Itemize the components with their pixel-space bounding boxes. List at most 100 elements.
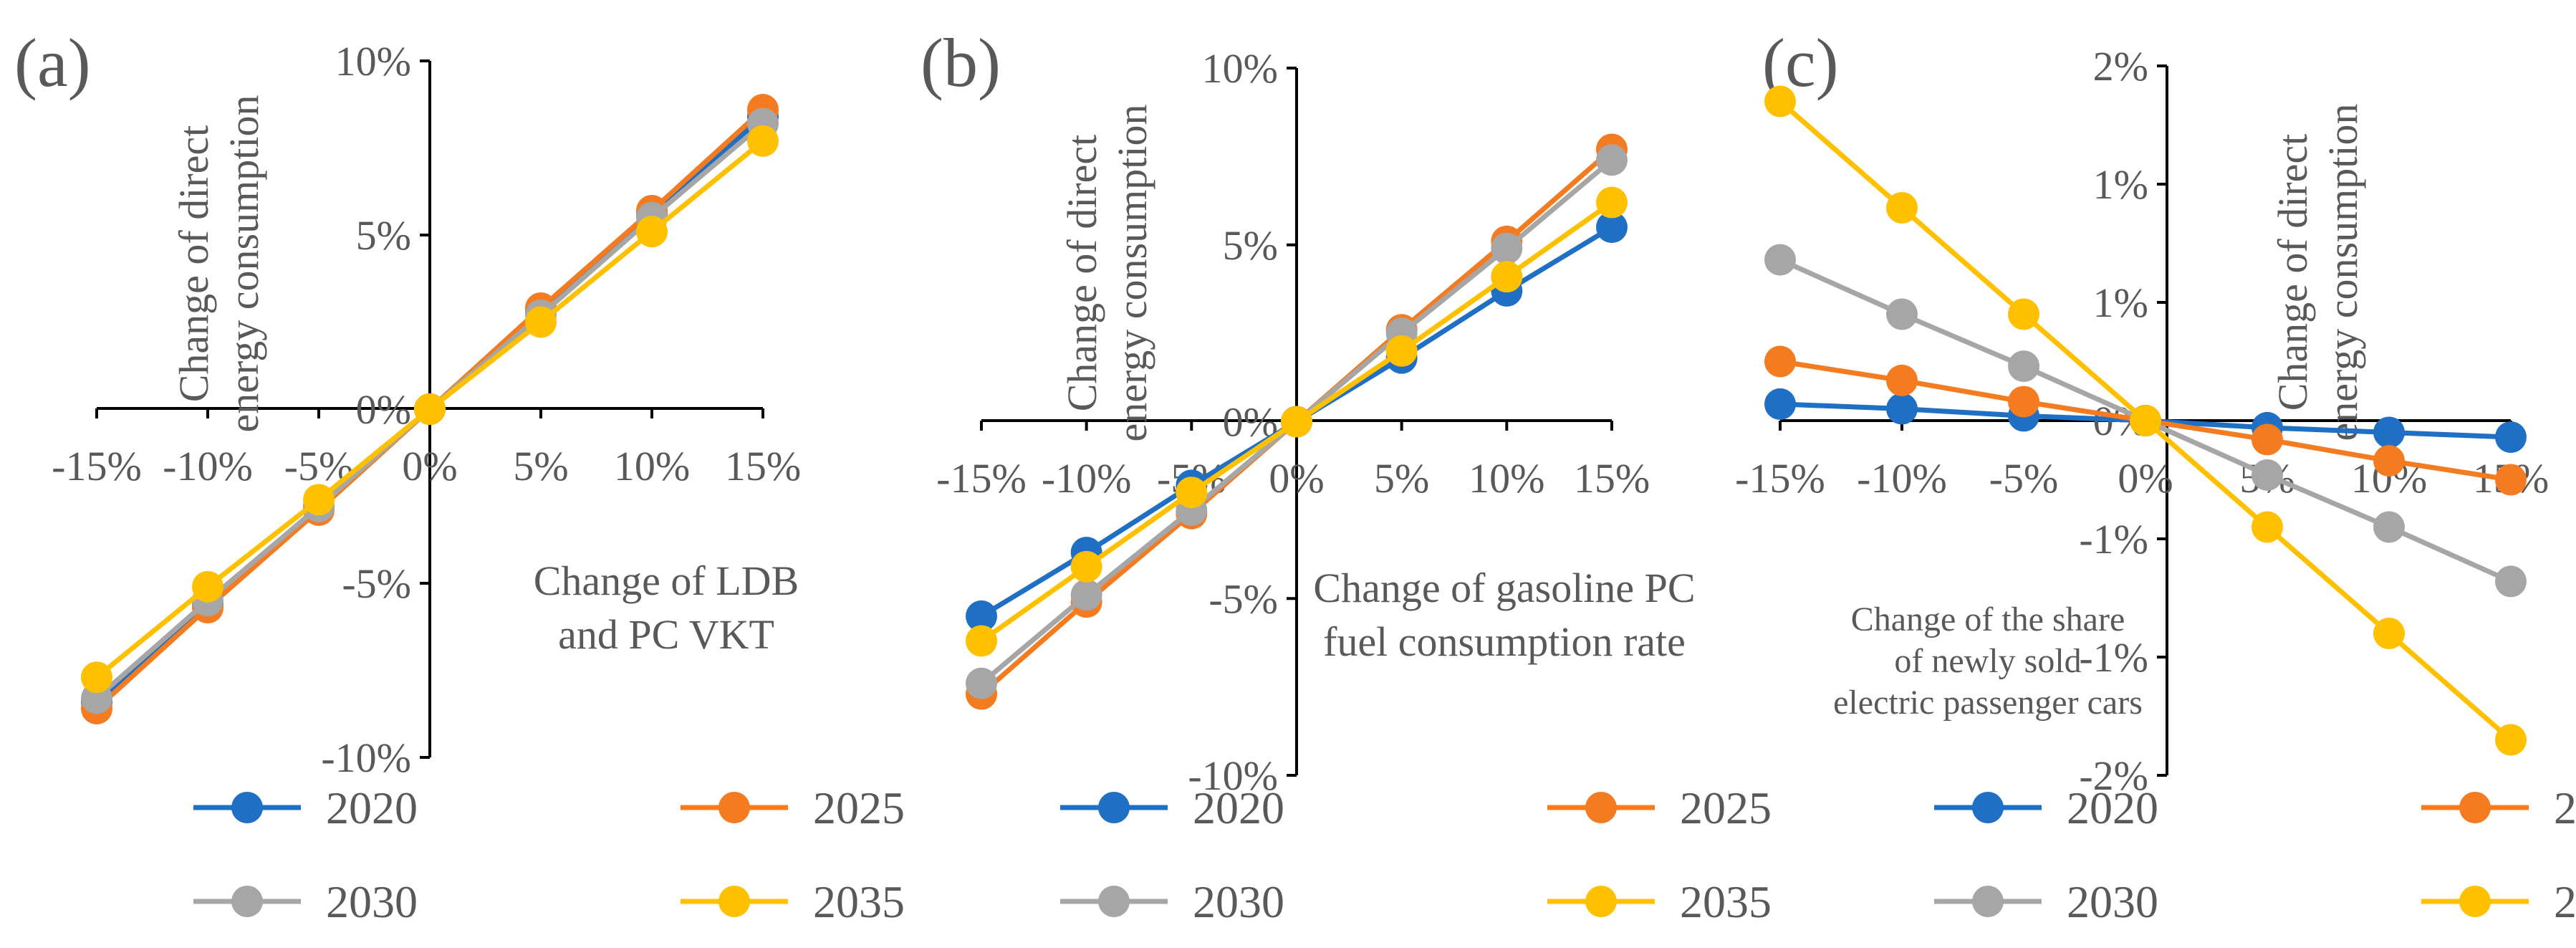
panel-c: (c)-15%-10%-5%0%5%10%15%-2%-1%-1%0%1%1%2… <box>1735 24 2576 927</box>
data-point-2025 <box>1764 345 1796 378</box>
legend-swatch-marker <box>719 886 750 917</box>
data-point-2020 <box>1764 388 1796 420</box>
panel-a: (a)-15% -10% -5% 0% 5% 10% 15%-10%-5%0%5%10%Ch… <box>14 24 905 927</box>
data-point-2020 <box>966 600 997 632</box>
y-tick-label: 1% <box>2093 161 2148 208</box>
legend-label: 2020 <box>326 782 418 833</box>
series-2035 <box>1764 85 2527 756</box>
data-point-2020 <box>1886 393 1918 425</box>
y-tick-label: 1% <box>2093 279 2148 326</box>
legend-label: 2030 <box>1193 876 1284 927</box>
y-tick-label: -1% <box>2079 516 2148 562</box>
legend-item-2035: 2035 <box>2421 876 2576 927</box>
data-point-2030 <box>1491 232 1523 264</box>
legend-label: 2030 <box>326 876 418 927</box>
data-point-2035 <box>1596 186 1628 219</box>
legend-item-2020: 2020 <box>1060 782 1284 833</box>
x-tick-label: 10% <box>614 443 690 489</box>
legend-item-2020: 2020 <box>193 782 418 833</box>
data-point-2030 <box>966 667 997 699</box>
data-point-2030 <box>2251 459 2283 491</box>
legend-item-2030: 2030 <box>1934 876 2158 927</box>
legend: 2020 2025 2030 2035 <box>1934 782 2576 927</box>
y-axis-title: Change of directenergy consumption <box>2269 104 2366 441</box>
data-point-2030 <box>1886 298 1918 330</box>
y-tick-label: 0% <box>356 386 411 433</box>
data-point-2035 <box>2373 618 2405 649</box>
x-tick-label: 15% <box>725 443 801 489</box>
legend-label: 2035 <box>1680 876 1772 927</box>
x-tick-label: -15% <box>936 455 1027 502</box>
x-tick-label: -10% <box>1042 455 1132 502</box>
x-tick-label: -15% <box>52 443 142 489</box>
data-point-2035 <box>2251 511 2283 543</box>
data-point-2035 <box>1385 335 1418 367</box>
data-point-2030 <box>2495 565 2527 598</box>
data-point-2035 <box>2130 405 2161 436</box>
data-point-2035 <box>636 216 668 248</box>
legend-item-2030: 2030 <box>1060 876 1284 927</box>
series-2035 <box>81 125 779 694</box>
panel-b: (b)-15%-10%-5%0%5%10%15%-10%-5%0%5%10%Ch… <box>921 24 1772 927</box>
y-axis-title: Change of directenergy consumption <box>170 95 267 433</box>
x-tick-label: 5% <box>513 443 568 489</box>
y-tick-label: -5% <box>1208 575 1278 622</box>
data-point-2035 <box>747 125 779 157</box>
data-point-2025 <box>2008 386 2039 418</box>
legend-item-2025: 2025 <box>2421 782 2576 833</box>
y-tick-label: 10% <box>1202 45 1278 92</box>
data-point-2035 <box>1070 550 1102 583</box>
legend: 2020 2025 2030 2035 <box>1060 782 1772 927</box>
data-point-2025 <box>2495 464 2527 496</box>
data-point-2020 <box>1596 211 1628 244</box>
data-point-2035 <box>525 306 557 338</box>
legend-item-2020: 2020 <box>1934 782 2158 833</box>
data-point-2030 <box>1596 144 1628 176</box>
legend-swatch-marker <box>2459 792 2491 823</box>
y-tick-label: 5% <box>1223 222 1278 269</box>
x-tick-label: 5% <box>1374 455 1429 502</box>
data-point-2035 <box>414 393 446 425</box>
legend-item-2035: 2035 <box>681 876 905 927</box>
legend-swatch-marker <box>1585 792 1617 823</box>
x-axis-title: Change of the share of newly sold electric… <box>1833 600 2143 722</box>
data-point-2030 <box>2373 511 2405 543</box>
x-tick-label: 0% <box>2118 455 2173 502</box>
x-tick-label: 10% <box>1469 455 1544 502</box>
legend-swatch-marker <box>1585 886 1617 917</box>
y-tick-label: -10% <box>321 734 411 781</box>
legend-swatch-marker <box>231 886 263 917</box>
data-point-2035 <box>966 625 997 657</box>
data-point-2035 <box>81 661 112 694</box>
y-tick-label: 10% <box>335 38 411 85</box>
legend-item-2025: 2025 <box>681 782 905 833</box>
data-point-2035 <box>1281 406 1312 438</box>
y-tick-label: -10% <box>1188 752 1278 799</box>
data-point-2020 <box>2495 421 2527 454</box>
y-tick-label: 2% <box>2093 43 2148 90</box>
legend-swatch-marker <box>2459 886 2491 917</box>
legend-swatch-marker <box>1098 792 1130 823</box>
legend-label: 2035 <box>813 876 905 927</box>
legend-label: 2025 <box>1680 782 1772 833</box>
x-tick-label: 0% <box>1269 455 1324 502</box>
x-tick-label: 0% <box>402 443 457 489</box>
data-point-2035 <box>2008 298 2039 330</box>
panel-label: (a) <box>14 24 91 101</box>
data-point-2025 <box>2251 423 2283 456</box>
legend: 2020 2025 2030 2035 <box>193 782 905 927</box>
legend-label: 2025 <box>2554 782 2576 833</box>
data-point-2035 <box>1764 85 1796 118</box>
legend-swatch-marker <box>231 792 263 823</box>
data-point-2030 <box>2008 350 2039 383</box>
x-tick-label: 15% <box>1574 455 1650 502</box>
legend-swatch-marker <box>1972 792 2004 823</box>
data-point-2030 <box>1070 579 1102 611</box>
legend-label: 2020 <box>1193 782 1284 833</box>
x-tick-label: -5% <box>1989 455 2059 502</box>
legend-item-2025: 2025 <box>1547 782 1772 833</box>
data-point-2035 <box>1491 261 1523 293</box>
y-tick-label: 5% <box>356 212 411 259</box>
x-axis-title: Change of LDB and PC VKT <box>534 557 799 658</box>
